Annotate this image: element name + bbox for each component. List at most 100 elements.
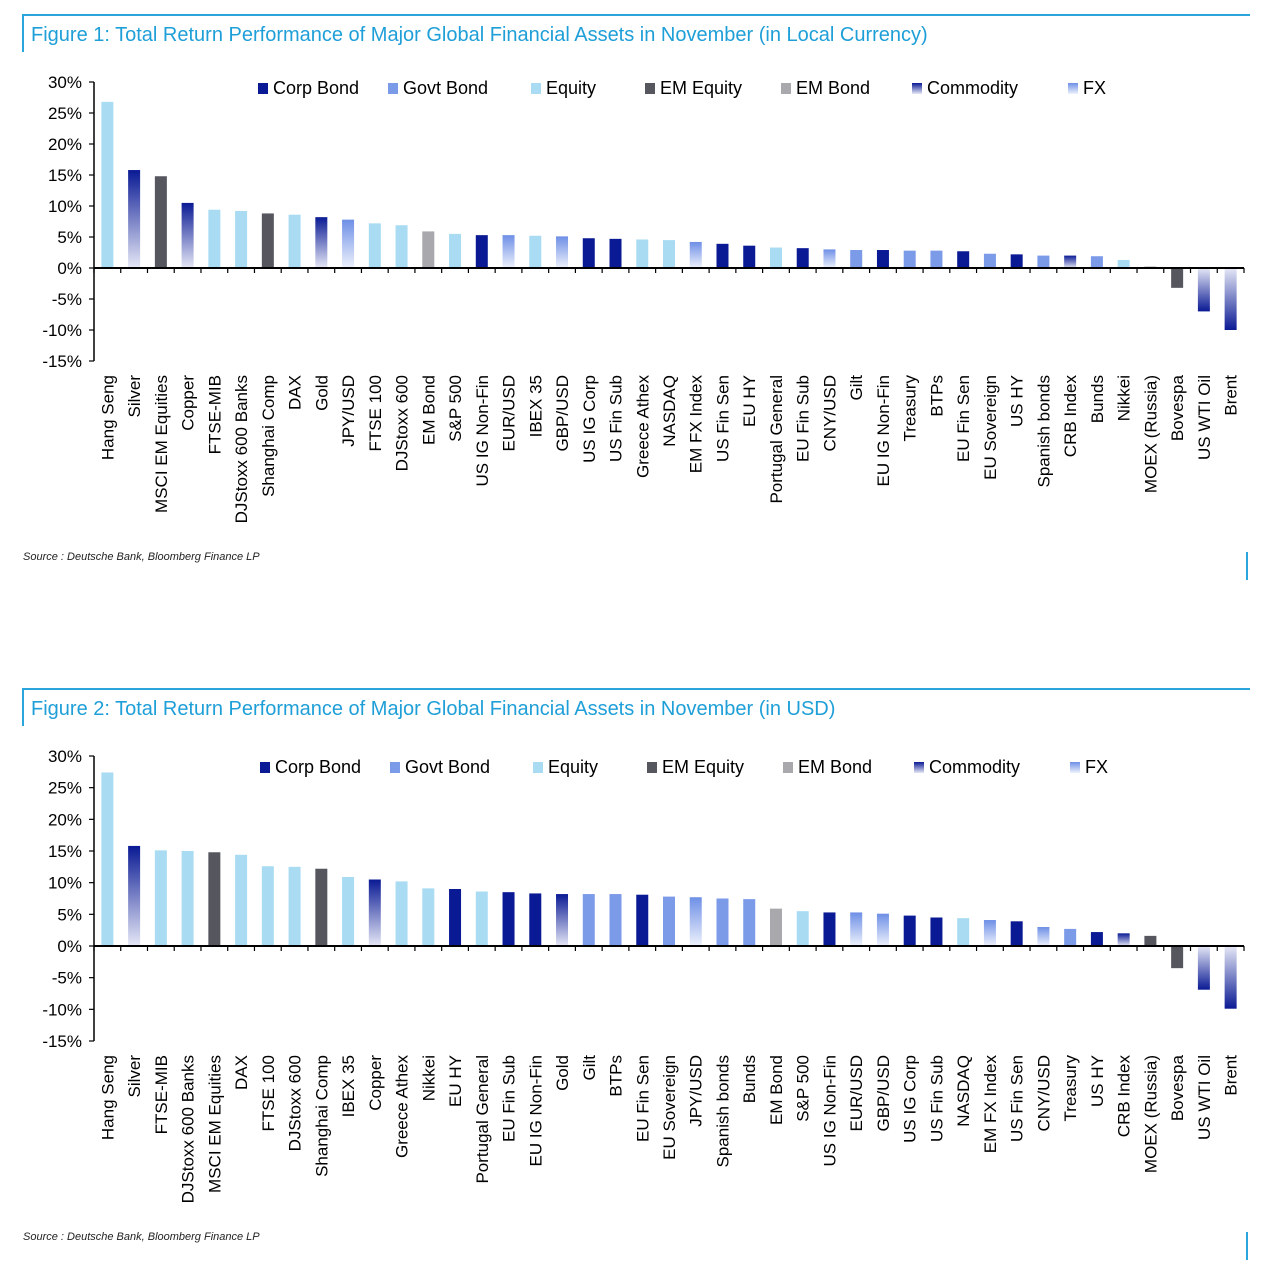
figure-2-top-rule: [22, 688, 1250, 690]
bar-spanish-bonds: [1037, 255, 1050, 268]
bar-eu-ig-non-fin: [529, 893, 542, 946]
bar-gbp-usd: [876, 913, 889, 946]
x-tick-label: EU Fin Sen: [633, 1055, 652, 1142]
y-tick-label: 30%: [48, 747, 82, 766]
x-tick-label: Hang Seng: [98, 375, 117, 460]
x-tick-label: EU IG Non-Fin: [526, 1055, 545, 1166]
x-tick-label: Portugal General: [473, 1055, 492, 1184]
legend-item-corp-bond: Corp Bond: [260, 757, 361, 777]
x-tick-label: DJStoxx 600: [393, 375, 412, 471]
bar-btps: [609, 894, 622, 946]
x-tick-label: Nikkei: [1115, 375, 1134, 421]
bar-gbp-usd: [556, 236, 569, 268]
legend-swatch: [531, 83, 541, 94]
x-tick-label: Treasury: [1061, 1055, 1080, 1122]
figure-1-title: Figure 1: Total Return Performance of Ma…: [31, 24, 928, 46]
x-tick-label: Portugal General: [767, 375, 786, 504]
bar-djstoxx-600-banks: [181, 851, 194, 946]
x-tick-label: BTPs: [607, 1055, 626, 1097]
bar-bovespa: [1171, 268, 1184, 288]
x-tick-label: BTPs: [927, 375, 946, 417]
x-tick-label: GBP/USD: [553, 375, 572, 452]
bar-nasdaq: [663, 240, 675, 268]
y-tick-label: 0%: [57, 937, 82, 956]
legend-swatch: [533, 762, 543, 773]
legend-item-govt-bond: Govt Bond: [390, 757, 490, 777]
x-tick-label: Bunds: [740, 1055, 759, 1103]
y-tick-label: 10%: [48, 874, 82, 893]
legend-swatch: [645, 83, 655, 94]
x-tick-label: FTSE 100: [259, 1055, 278, 1132]
x-tick-label: FTSE-MIB: [152, 1055, 171, 1134]
figure-2-right-rule: [1246, 1232, 1248, 1260]
bar-dax: [288, 214, 301, 268]
x-tick-label: EU Fin Sub: [794, 375, 813, 462]
x-tick-label: S&P 500: [446, 375, 465, 442]
bar-hang-seng: [101, 101, 114, 268]
bar-ftse-100: [261, 866, 274, 946]
y-tick-label: 10%: [48, 197, 82, 216]
y-tick-label: -5%: [52, 290, 82, 309]
bar-shanghai-comp: [261, 213, 274, 268]
x-tick-label: FTSE 100: [366, 375, 385, 452]
bar-ftse-mib: [208, 209, 221, 268]
bar-bunds: [743, 899, 756, 946]
figure-2-chart: 30% 25% 20% 15% 10% 5% 0% -5% -10% -15% Hang Seng S…: [42, 747, 1245, 1203]
y-tick-label: 15%: [48, 166, 82, 185]
legend-item-govt-bond: Govt Bond: [388, 78, 488, 98]
bar-eu-ig-non-fin: [876, 250, 889, 268]
legend-swatch: [1068, 83, 1078, 94]
legend-swatch: [388, 83, 398, 94]
bar-treasury: [903, 250, 916, 268]
x-tick-label: DJStoxx 600: [286, 1055, 305, 1151]
bar-gold: [315, 217, 328, 268]
bar-moex-russia: [1144, 935, 1157, 946]
legend-item-equity: Equity: [533, 757, 598, 777]
bar-msci-em-equities: [154, 176, 167, 268]
figure-2-title: Figure 2: Total Return Performance of Ma…: [31, 698, 836, 720]
x-tick-label: US WTI Oil: [1195, 375, 1214, 460]
y-tick-label: 0%: [57, 259, 82, 278]
bar-nasdaq: [957, 918, 970, 946]
y-tick-label: -15%: [42, 352, 82, 371]
x-tick-label: EU Sovereign: [981, 375, 1000, 480]
x-tick-label: Spanish bonds: [713, 1055, 732, 1167]
x-tick-label: MOEX (Russia): [1141, 375, 1160, 493]
figure-2: Figure 2: Total Return Performance of Ma…: [0, 688, 1280, 1268]
x-tick-label: US Fin Sub: [607, 375, 626, 462]
figure-1-chart: 30% 25% 20% 15% 10% 5% 0% -5% -10% -15% Hang Seng S…: [42, 73, 1245, 523]
x-tick-label: EM Bond: [419, 375, 438, 445]
legend-label: EM Equity: [662, 757, 744, 777]
x-tick-label: EU HY: [740, 375, 759, 427]
bar-msci-em-equities: [208, 852, 221, 946]
x-tick-label: Treasury: [901, 375, 920, 442]
x-tick-label: EU Fin Sen: [954, 375, 973, 462]
bar-gold: [556, 894, 569, 946]
legend-item-em-bond: EM Bond: [783, 757, 872, 777]
bar-spanish-bonds: [716, 898, 729, 946]
bar-greece-athex: [636, 239, 649, 268]
bar-s-p-500: [796, 911, 809, 946]
x-tick-label: Greece Athex: [633, 375, 652, 479]
x-tick-label: CRB Index: [1061, 375, 1080, 458]
bar-eu-fin-sub: [502, 892, 515, 946]
bar-us-ig-non-fin: [823, 912, 836, 946]
legend-label: EM Equity: [660, 78, 742, 98]
legend-label: Govt Bond: [405, 757, 490, 777]
x-tick-label: Bunds: [1088, 375, 1107, 423]
x-tick-label: EM FX Index: [687, 375, 706, 474]
legend-item-em-equity: EM Equity: [645, 78, 742, 98]
x-tick-label: Copper: [179, 375, 198, 431]
x-tick-label: EU HY: [446, 1055, 465, 1107]
legend-item-fx: FX: [1070, 757, 1108, 777]
bar-em-bond: [422, 231, 435, 268]
y-tick-label: -5%: [52, 969, 82, 988]
x-tick-label: Shanghai Comp: [312, 1055, 331, 1177]
x-tick-label: CNY/USD: [820, 375, 839, 452]
legend-label: Corp Bond: [275, 757, 361, 777]
legend-label: EM Bond: [796, 78, 870, 98]
bar-cny-usd: [823, 249, 836, 268]
y-tick-label: 15%: [48, 842, 82, 861]
figure-1-right-rule: [1246, 552, 1248, 580]
y-tick-label: 5%: [57, 905, 82, 924]
